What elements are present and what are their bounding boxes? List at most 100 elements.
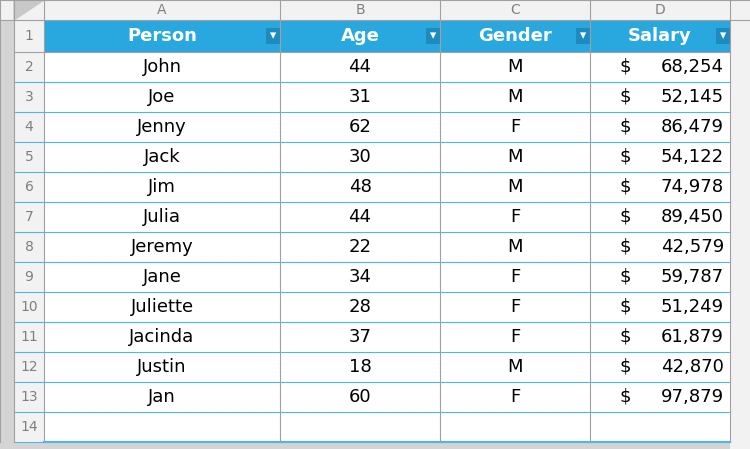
Text: 59,787: 59,787 <box>661 268 724 286</box>
Text: 60: 60 <box>349 388 371 406</box>
Text: $: $ <box>620 238 631 256</box>
Text: Gender: Gender <box>478 27 552 45</box>
Bar <box>590 292 730 322</box>
Text: D: D <box>655 3 665 17</box>
Bar <box>440 20 590 52</box>
Text: 8: 8 <box>25 240 34 254</box>
Text: M: M <box>507 238 523 256</box>
Bar <box>14 382 44 412</box>
Text: 62: 62 <box>349 118 371 136</box>
Text: 4: 4 <box>25 120 33 134</box>
Text: 13: 13 <box>20 390 38 404</box>
Text: Salary: Salary <box>628 27 692 45</box>
Text: 1: 1 <box>25 29 34 43</box>
Text: Jack: Jack <box>144 148 180 166</box>
Bar <box>590 112 730 142</box>
Text: Justin: Justin <box>137 358 187 376</box>
Text: F: F <box>510 298 520 316</box>
Bar <box>440 82 590 112</box>
Text: 31: 31 <box>349 88 371 106</box>
Bar <box>440 0 590 20</box>
Text: F: F <box>510 328 520 346</box>
Text: B: B <box>356 3 364 17</box>
Text: A: A <box>158 3 166 17</box>
Text: 51,249: 51,249 <box>661 298 724 316</box>
Text: $: $ <box>620 88 631 106</box>
Bar <box>280 202 440 232</box>
Text: F: F <box>510 118 520 136</box>
Bar <box>440 232 590 262</box>
Text: 3: 3 <box>25 90 33 104</box>
Text: M: M <box>507 358 523 376</box>
Text: 9: 9 <box>25 270 34 284</box>
Text: F: F <box>510 268 520 286</box>
Bar <box>440 202 590 232</box>
Text: $: $ <box>620 178 631 196</box>
Bar <box>266 28 280 44</box>
Bar <box>590 202 730 232</box>
Text: 89,450: 89,450 <box>662 208 724 226</box>
Text: 12: 12 <box>20 360 38 374</box>
Text: 6: 6 <box>25 180 34 194</box>
Bar <box>0 0 44 20</box>
Text: Jacinda: Jacinda <box>129 328 195 346</box>
Bar <box>14 322 44 352</box>
Text: 18: 18 <box>349 358 371 376</box>
Bar <box>440 352 590 382</box>
Bar <box>280 382 440 412</box>
Bar <box>280 412 440 442</box>
Bar <box>730 0 750 449</box>
Bar <box>44 142 280 172</box>
Text: 7: 7 <box>25 210 33 224</box>
Text: $: $ <box>620 328 631 346</box>
Text: 97,879: 97,879 <box>661 388 724 406</box>
Bar <box>14 52 44 82</box>
Text: 61,879: 61,879 <box>662 328 724 346</box>
Bar <box>44 292 280 322</box>
Bar <box>590 0 730 20</box>
Bar <box>280 0 440 20</box>
Bar <box>14 82 44 112</box>
Text: 14: 14 <box>20 420 38 434</box>
Text: 54,122: 54,122 <box>661 148 724 166</box>
Text: Jan: Jan <box>148 388 176 406</box>
Bar <box>440 322 590 352</box>
Bar <box>14 292 44 322</box>
Text: F: F <box>510 388 520 406</box>
Text: M: M <box>507 88 523 106</box>
Bar <box>280 142 440 172</box>
Bar <box>44 82 280 112</box>
Text: 44: 44 <box>349 58 371 76</box>
Bar <box>716 28 730 44</box>
Text: 42,870: 42,870 <box>662 358 724 376</box>
Bar <box>440 112 590 142</box>
Bar <box>14 112 44 142</box>
Text: 10: 10 <box>20 300 38 314</box>
Bar <box>44 322 280 352</box>
Bar <box>590 232 730 262</box>
Bar <box>440 382 590 412</box>
Text: M: M <box>507 148 523 166</box>
Bar <box>280 292 440 322</box>
Text: Jim: Jim <box>148 178 176 196</box>
Text: 28: 28 <box>349 298 371 316</box>
Bar <box>14 262 44 292</box>
Bar <box>440 172 590 202</box>
Bar <box>590 52 730 82</box>
Bar <box>44 52 280 82</box>
Bar <box>576 28 590 44</box>
Bar <box>14 232 44 262</box>
Text: Jenny: Jenny <box>137 118 187 136</box>
Text: M: M <box>507 58 523 76</box>
Text: $: $ <box>620 118 631 136</box>
Bar <box>440 52 590 82</box>
Text: M: M <box>507 178 523 196</box>
Text: 48: 48 <box>349 178 371 196</box>
Bar <box>280 82 440 112</box>
Text: 74,978: 74,978 <box>661 178 724 196</box>
Bar <box>590 352 730 382</box>
Bar <box>440 262 590 292</box>
Polygon shape <box>14 0 44 20</box>
Text: Julia: Julia <box>143 208 181 226</box>
Text: ▾: ▾ <box>580 30 586 43</box>
